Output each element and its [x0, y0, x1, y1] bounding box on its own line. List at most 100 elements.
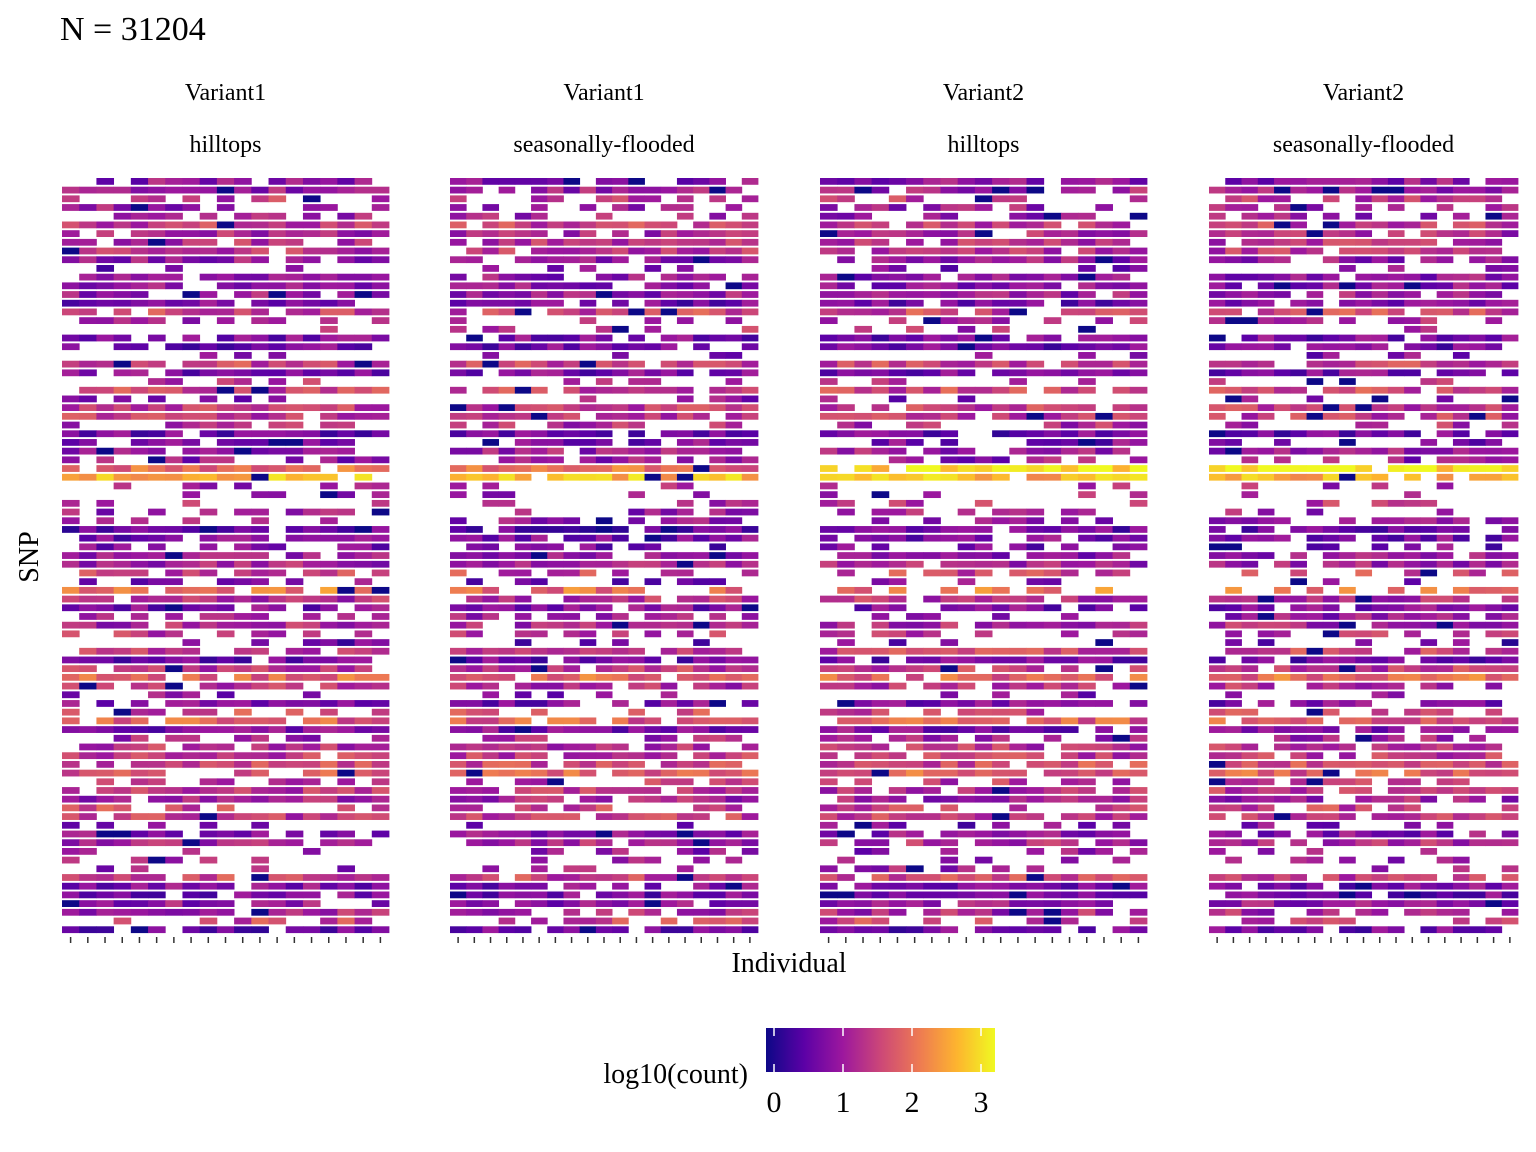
heatmap-cell	[79, 273, 97, 281]
heatmap-cell	[354, 291, 373, 298]
heatmap-cell	[148, 839, 166, 847]
heatmap-cell	[1485, 221, 1503, 229]
heatmap-cell	[563, 787, 581, 794]
heatmap-cell	[871, 665, 890, 673]
heatmap-cell	[854, 647, 873, 655]
heatmap-cell	[62, 238, 80, 246]
heatmap-cell	[1355, 726, 1373, 733]
heatmap-cell	[498, 273, 516, 281]
heatmap-cell	[693, 856, 710, 864]
heatmap-cell	[906, 926, 924, 934]
heatmap-cell	[354, 639, 373, 646]
heatmap-cell	[709, 360, 726, 368]
heatmap-cell	[285, 778, 304, 786]
heatmap-cell	[450, 795, 467, 803]
heatmap-cell	[1322, 656, 1340, 664]
heatmap-cell	[940, 717, 959, 725]
heatmap-cell	[923, 665, 941, 673]
heatmap-cell	[354, 874, 373, 881]
heatmap-cell	[531, 447, 548, 455]
heatmap-cell	[888, 499, 907, 507]
heatmap-cell	[1501, 265, 1519, 272]
heatmap-cell	[957, 752, 976, 760]
heatmap-cell	[498, 795, 516, 803]
facet-panel-2	[450, 178, 759, 943]
heatmap-cell	[1095, 552, 1113, 559]
heatmap-cell	[628, 813, 645, 820]
heatmap-cell	[482, 813, 500, 820]
heatmap-cell	[1452, 595, 1470, 603]
heatmap-cell	[741, 665, 759, 673]
heatmap-cell	[199, 534, 218, 542]
heatmap-cell	[79, 769, 97, 777]
heatmap-cell	[660, 247, 678, 255]
heatmap-cell	[234, 621, 252, 629]
heatmap-cell	[1371, 717, 1389, 725]
heatmap-cell	[96, 404, 115, 412]
heatmap-cell	[940, 874, 959, 881]
heatmap-cell	[1290, 404, 1307, 412]
heatmap-cell	[531, 543, 548, 551]
heatmap-cell	[148, 882, 166, 890]
heatmap-cell	[1290, 917, 1307, 925]
heatmap-cell	[1387, 682, 1405, 690]
heatmap-cell	[482, 700, 500, 707]
heatmap-cell	[216, 186, 235, 194]
heatmap-cell	[199, 586, 218, 594]
heatmap-cell	[871, 760, 890, 768]
heatmap-cell	[871, 900, 890, 907]
heatmap-cell	[1009, 743, 1027, 751]
heatmap-cell	[725, 665, 743, 673]
heatmap-cell	[1355, 900, 1373, 907]
heatmap-cell	[1078, 908, 1096, 916]
heatmap-cell	[644, 186, 662, 194]
heatmap-cell	[888, 882, 907, 890]
heatmap-cell	[1026, 273, 1045, 281]
heatmap-cell	[1420, 769, 1438, 777]
heatmap-cell	[1026, 447, 1045, 455]
heatmap-cell	[498, 569, 516, 577]
heatmap-cell	[709, 499, 726, 507]
heatmap-cell	[940, 700, 959, 707]
heatmap-cell	[923, 178, 941, 185]
heatmap-cell	[1436, 821, 1454, 829]
heatmap-cell	[923, 517, 941, 525]
heatmap-cell	[1322, 908, 1340, 916]
heatmap-cell	[628, 369, 645, 377]
heatmap-cell	[1339, 630, 1356, 638]
heatmap-cell	[1043, 621, 1062, 629]
heatmap-cell	[1060, 291, 1079, 298]
heatmap-cell	[96, 900, 115, 907]
heatmap-cell	[1129, 891, 1148, 899]
heatmap-cell	[693, 726, 710, 733]
heatmap-cell	[337, 291, 355, 298]
heatmap-cell	[1501, 804, 1519, 812]
heatmap-cell	[216, 630, 235, 638]
heatmap-cell	[1436, 534, 1454, 542]
heatmap-cell	[1339, 386, 1356, 394]
heatmap-cell	[1009, 726, 1027, 733]
heatmap-cell	[644, 265, 662, 272]
heatmap-cell	[450, 343, 467, 351]
heatmap-cell	[693, 604, 710, 612]
heatmap-cell	[1257, 195, 1275, 203]
heatmap-cell	[1452, 908, 1470, 916]
heatmap-cell	[1501, 769, 1519, 777]
heatmap-cell	[676, 839, 694, 847]
heatmap-cell	[741, 700, 759, 707]
heatmap-cell	[216, 656, 235, 664]
heatmap-cell	[1026, 682, 1045, 690]
heatmap-cell	[354, 656, 373, 664]
heatmap-cell	[354, 795, 373, 803]
heatmap-cell	[234, 595, 252, 603]
heatmap-cell	[1095, 882, 1113, 890]
heatmap-cell	[531, 273, 548, 281]
heatmap-cell	[579, 682, 597, 690]
heatmap-cell	[1026, 795, 1045, 803]
heatmap-cell	[1043, 830, 1062, 838]
heatmap-cell	[113, 308, 132, 316]
heatmap-cell	[251, 630, 269, 638]
heatmap-cell	[62, 360, 80, 368]
heatmap-cell	[216, 282, 235, 290]
heatmap-cell	[547, 613, 564, 620]
